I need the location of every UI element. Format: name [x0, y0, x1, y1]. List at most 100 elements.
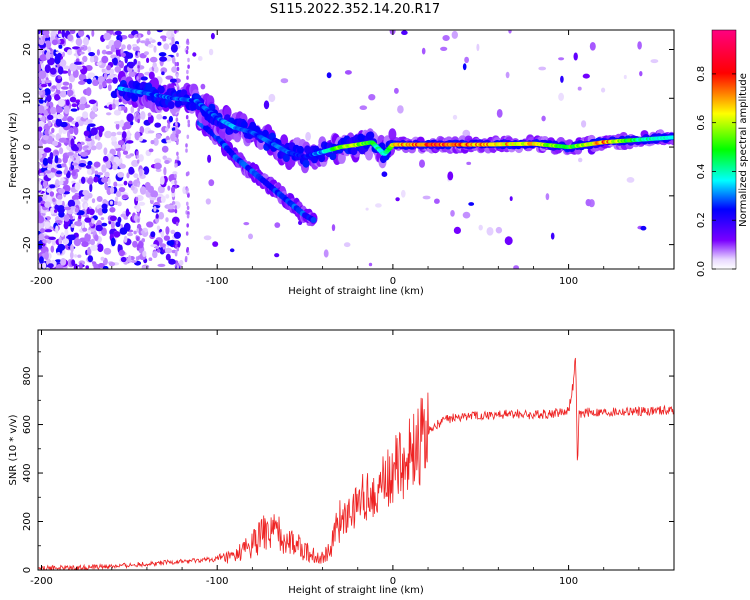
noise-speckle: [56, 170, 63, 175]
noise-speckle: [171, 36, 175, 44]
noise-speckle: [126, 44, 132, 51]
noise-speckle: [165, 253, 171, 261]
noise-speckle: [163, 43, 170, 50]
noise-speckle: [508, 30, 512, 34]
noise-speckle: [69, 96, 77, 103]
noise-speckle: [89, 56, 95, 63]
x-tick-label: 0: [390, 276, 396, 287]
noise-speckle: [162, 116, 167, 120]
noise-speckle: [43, 105, 49, 110]
noise-speckle: [81, 241, 89, 248]
noise-speckle: [136, 159, 140, 164]
noise-speckle: [56, 81, 61, 91]
noise-speckle: [323, 249, 329, 258]
noise-speckle: [39, 228, 46, 234]
noise-speckle: [55, 220, 63, 224]
noise-speckle: [160, 229, 165, 238]
noise-speckle: [103, 72, 108, 80]
noise-speckle: [64, 206, 71, 211]
noise-speckle: [90, 244, 98, 251]
noise-speckle: [185, 115, 189, 120]
noise-speckle: [132, 240, 138, 248]
noise-speckle: [88, 99, 97, 105]
noise-speckle: [117, 171, 125, 178]
noise-speckle: [150, 190, 159, 198]
noise-speckle: [174, 252, 178, 257]
noise-speckle: [54, 55, 61, 65]
noise-speckle: [550, 232, 555, 240]
noise-speckle: [157, 185, 165, 194]
noise-speckle: [43, 109, 48, 116]
noise-speckle: [38, 183, 43, 191]
noise-speckle: [71, 259, 76, 267]
noise-speckle: [102, 265, 109, 269]
noise-speckle: [112, 77, 118, 84]
noise-speckle: [60, 177, 65, 182]
noise-speckle: [207, 154, 212, 163]
noise-speckle: [175, 126, 178, 131]
noise-speckle: [68, 234, 76, 241]
noise-speckle: [119, 227, 128, 235]
noise-speckle: [640, 225, 647, 231]
noise-speckle: [91, 198, 96, 204]
noise-speckle: [55, 225, 59, 234]
noise-speckle: [462, 63, 467, 71]
y-tick-label: 20: [22, 43, 33, 56]
noise-speckle: [54, 155, 59, 164]
noise-speckle: [626, 177, 635, 183]
noise-speckle: [88, 52, 95, 57]
noise-speckle: [486, 227, 494, 236]
noise-speckle: [71, 103, 78, 108]
noise-speckle: [174, 184, 178, 189]
noise-speckle: [462, 211, 471, 219]
noise-speckle: [359, 105, 368, 110]
noise-speckle: [186, 134, 190, 139]
noise-speckle: [54, 150, 59, 154]
noise-speckle: [174, 179, 177, 185]
noise-speckle: [130, 260, 137, 263]
y-tick-label: 600: [22, 415, 33, 434]
noise-speckle: [91, 261, 96, 265]
noise-speckle: [187, 57, 190, 63]
noise-speckle: [114, 121, 122, 125]
noise-speckle: [154, 158, 162, 165]
noise-speckle: [109, 68, 115, 75]
noise-speckle: [86, 78, 92, 85]
noise-speckle: [162, 37, 167, 42]
noise-speckle: [44, 129, 49, 136]
noise-speckle: [56, 252, 61, 256]
noise-speckle: [89, 183, 93, 193]
noise-speckle: [268, 93, 276, 103]
noise-speckle: [156, 249, 161, 253]
x-tick-label: -100: [206, 276, 229, 287]
ridge-halo: [280, 134, 289, 147]
noise-speckle: [601, 87, 606, 93]
ridge-band: [167, 101, 175, 109]
noise-speckle: [136, 228, 139, 233]
noise-speckle: [639, 71, 643, 77]
noise-speckle: [184, 257, 188, 263]
ridge-band: [240, 120, 248, 129]
noise-speckle: [38, 210, 41, 219]
noise-speckle: [186, 223, 189, 228]
noise-speckle: [137, 61, 141, 66]
noise-speckle: [650, 59, 659, 64]
noise-speckle: [57, 205, 65, 214]
noise-speckle: [126, 140, 134, 144]
noise-speckle: [186, 75, 189, 80]
noise-speckle: [478, 224, 483, 231]
noise-speckle: [167, 185, 171, 191]
noise-speckle: [637, 41, 642, 50]
noise-speckle: [38, 77, 42, 85]
noise-speckle: [79, 51, 85, 55]
noise-speckle: [163, 235, 171, 241]
noise-speckle: [74, 254, 78, 258]
noise-speckle: [69, 251, 74, 259]
noise-speckle: [513, 265, 519, 269]
noise-speckle: [42, 89, 46, 98]
noise-speckle: [148, 257, 153, 262]
noise-speckle: [165, 127, 169, 132]
noise-speckle: [149, 37, 153, 41]
noise-speckle: [68, 82, 73, 90]
y-tick-label: -10: [22, 188, 33, 204]
